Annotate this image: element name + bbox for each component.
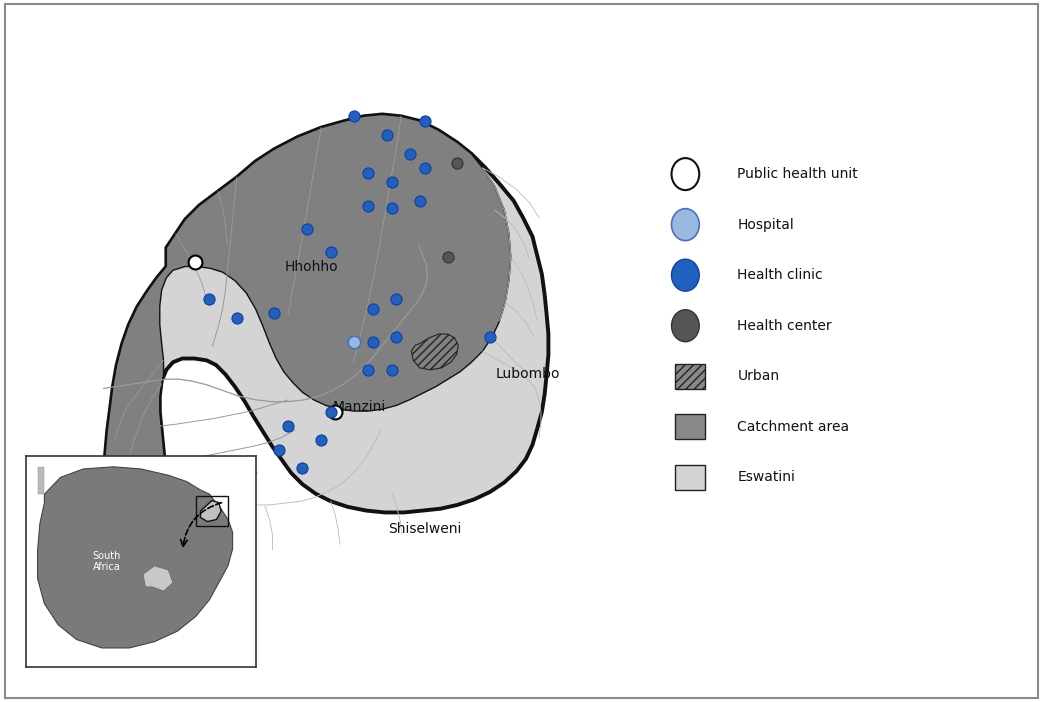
Text: Hospital: Hospital (737, 218, 794, 232)
Polygon shape (100, 114, 511, 550)
Polygon shape (411, 334, 458, 370)
Bar (676, 364, 705, 389)
Polygon shape (38, 467, 233, 648)
Circle shape (672, 158, 699, 190)
Text: Shiselweni: Shiselweni (388, 522, 461, 536)
Polygon shape (143, 566, 173, 591)
Text: Eswatini: Eswatini (737, 470, 795, 484)
Text: South
Africa: South Africa (92, 551, 121, 572)
Polygon shape (100, 114, 549, 550)
Circle shape (672, 208, 699, 241)
Text: Lubombo: Lubombo (495, 367, 560, 381)
Text: Manzini: Manzini (332, 400, 386, 414)
Text: Health center: Health center (737, 319, 832, 333)
Bar (196, 496, 228, 526)
Polygon shape (38, 467, 45, 494)
Text: Health clinic: Health clinic (737, 268, 823, 282)
Polygon shape (200, 501, 221, 522)
Text: Hhohho: Hhohho (285, 260, 339, 274)
Circle shape (672, 310, 699, 342)
Bar (676, 465, 705, 490)
Text: Urban: Urban (737, 369, 779, 383)
Text: Catchment area: Catchment area (737, 420, 850, 434)
Circle shape (672, 259, 699, 291)
Text: Public health unit: Public health unit (737, 167, 858, 181)
Bar (676, 414, 705, 439)
